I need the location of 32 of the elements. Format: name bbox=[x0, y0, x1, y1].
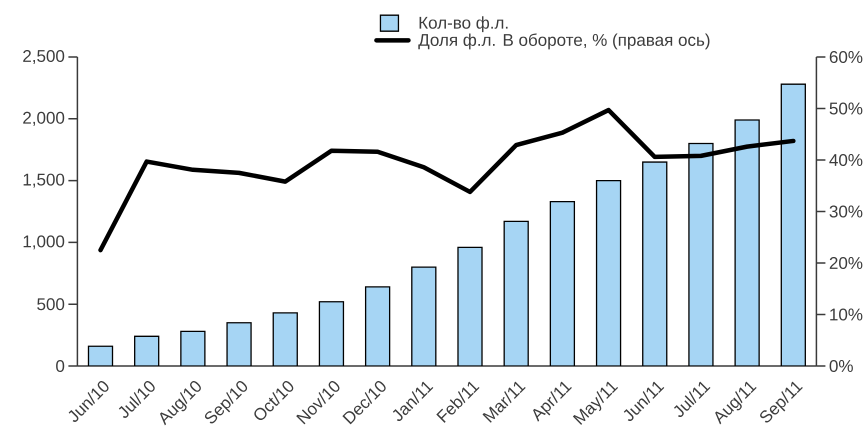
bar bbox=[780, 84, 806, 366]
bar bbox=[734, 119, 760, 366]
bar bbox=[272, 312, 298, 366]
bar bbox=[134, 336, 160, 366]
line-series bbox=[98, 108, 796, 252]
y2-tick-label: 50% bbox=[830, 102, 862, 115]
bar bbox=[457, 246, 483, 366]
bar bbox=[504, 220, 529, 366]
y2-tick-label: 40% bbox=[829, 154, 862, 166]
y-tick-label: 1,500 bbox=[24, 174, 64, 188]
y-tick-label: 0 bbox=[56, 360, 64, 372]
y2-tick-label: 10% bbox=[830, 308, 862, 321]
y-tick-label: 2,000 bbox=[23, 112, 64, 126]
bar bbox=[180, 330, 206, 366]
y-tick-label: 1,000 bbox=[24, 235, 64, 250]
bar bbox=[226, 322, 252, 366]
legend-label: Кол-во ф.л. bbox=[420, 16, 508, 32]
bar bbox=[88, 346, 114, 366]
y2-tick-label: 20% bbox=[830, 256, 862, 270]
bar bbox=[596, 180, 622, 366]
legend-label: Доля ф.л. В обороте, % (правая ось) bbox=[418, 33, 710, 50]
y-tick-label: 2,500 bbox=[23, 50, 64, 64]
y-tick-label: 500 bbox=[37, 298, 64, 310]
bar bbox=[318, 301, 344, 366]
bar bbox=[642, 161, 668, 366]
bar bbox=[550, 200, 576, 366]
bar bbox=[411, 266, 436, 366]
y2-tick-label: 0% bbox=[830, 360, 853, 372]
y2-tick-label: 60% bbox=[830, 50, 862, 64]
bar bbox=[364, 286, 390, 366]
bar bbox=[688, 142, 714, 366]
y2-tick-label: 30% bbox=[830, 205, 862, 218]
